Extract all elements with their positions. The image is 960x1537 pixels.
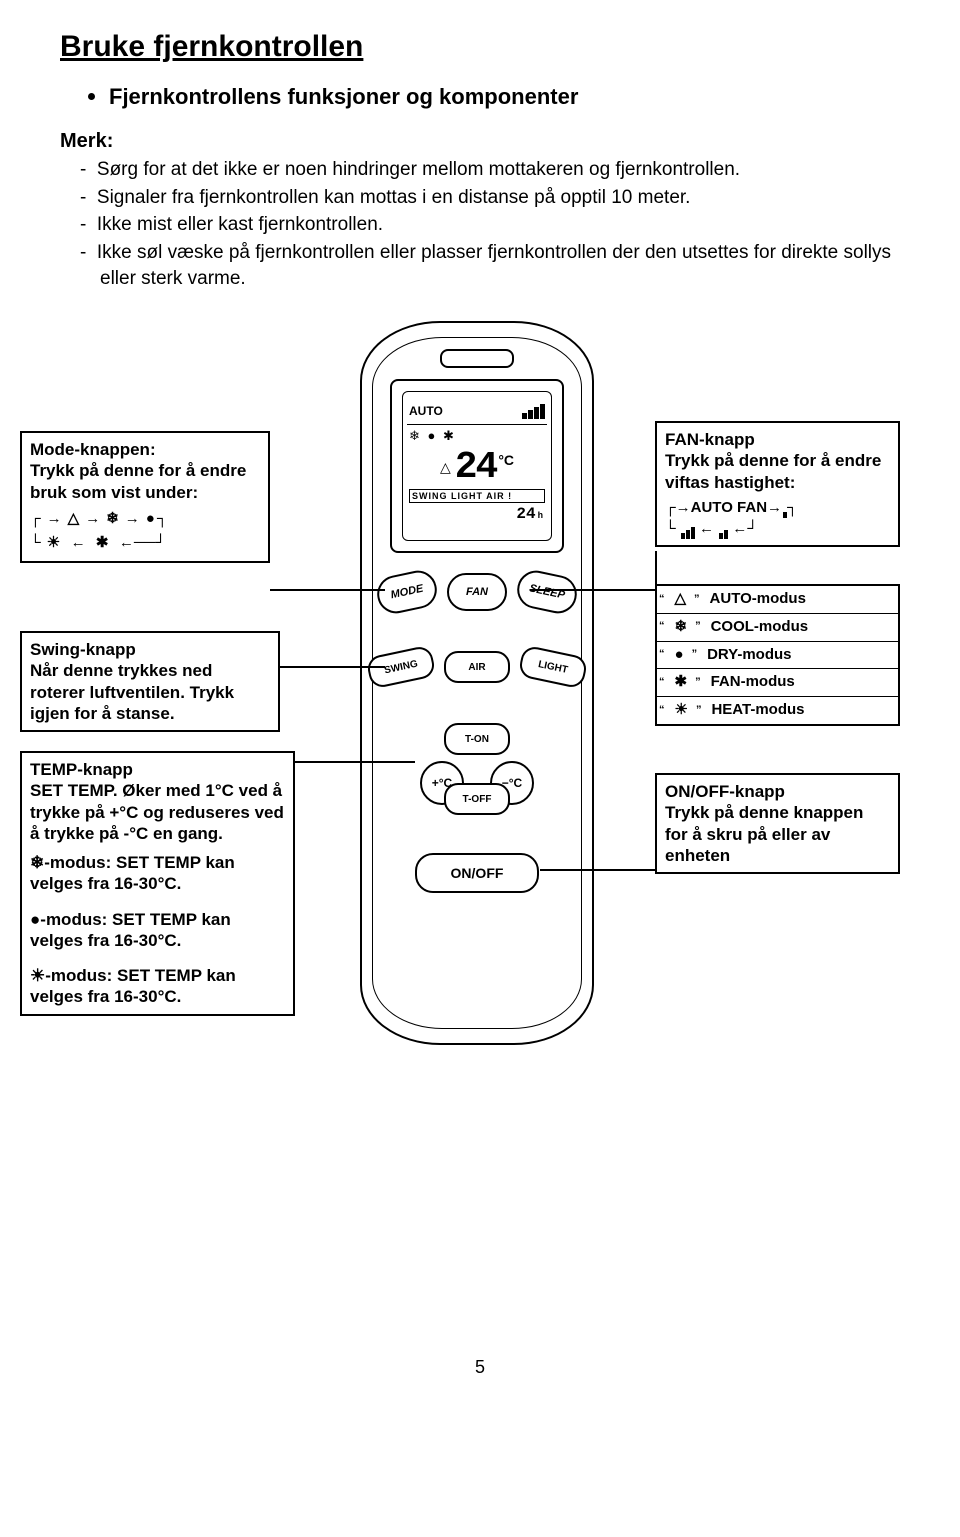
callout-fan: FAN-knapp Trykk på denne for å endre vif…	[655, 421, 900, 547]
timer-on-button[interactable]: T-ON	[444, 723, 510, 755]
callout-temp: TEMP-knapp SET TEMP. Øker med 1°C ved å …	[20, 751, 295, 1016]
page-title: Bruke fjernkontrollen	[60, 30, 900, 64]
callout-mode-text: Trykk på denne for å endre bruk som vist…	[30, 460, 260, 503]
connector-line	[270, 589, 385, 591]
light-button[interactable]: LIGHT	[517, 645, 588, 690]
connector-line	[530, 589, 655, 591]
lcd-time-value: 24	[516, 505, 535, 523]
snow-icon	[30, 853, 44, 872]
callout-fan-title: FAN-knapp	[665, 429, 890, 450]
drop-icon	[675, 646, 684, 665]
air-button[interactable]: AIR	[444, 651, 510, 683]
merk-label: Merk:	[60, 130, 900, 153]
fan-button[interactable]: FAN	[447, 573, 507, 611]
note-text: Sørg for at det ikke er noen hindringer …	[97, 159, 740, 180]
callout-mode-title: Mode-knappen:	[30, 439, 260, 460]
ir-window	[440, 349, 514, 368]
callout-temp-l4: -modus: SET TEMP kan velges fra 16-30°C.	[30, 966, 236, 1006]
note-item: - Signaler fra fjernkontrollen kan motta…	[80, 185, 900, 211]
onoff-button[interactable]: ON/OFF	[415, 853, 539, 893]
callout-onoff-text: Trykk på denne knappen for å skru på ell…	[665, 802, 890, 866]
triangle-icon	[440, 459, 451, 476]
connector-line	[655, 869, 657, 871]
button-row-5: ON/OFF	[362, 853, 592, 893]
mode-cool-label: COOL-modus	[711, 618, 809, 637]
fan-cycle-diagram: ┌→AUTO FAN→┐ └ ← ←┘	[665, 497, 890, 539]
mode-auto-label: AUTO-modus	[710, 590, 806, 609]
callout-temp-title: TEMP-knapp	[30, 759, 285, 780]
lcd-mode-icons: ❄ ● ✱	[407, 425, 547, 447]
lcd-timer: 24h	[407, 503, 547, 523]
callout-onoff-title: ON/OFF-knapp	[665, 781, 890, 802]
mode-dry-label: DRY-modus	[707, 646, 791, 665]
connector-line	[540, 869, 655, 871]
callout-temp-l1: SET TEMP. Øker med 1°C ved å trykke på +…	[30, 780, 285, 844]
note-item: - Ikke søl væske på fjernkontrollen elle…	[80, 240, 900, 291]
fan-auto-label: AUTO FAN	[691, 499, 767, 516]
drop-icon	[30, 910, 40, 929]
callout-mode-list: “”AUTO-modus “”COOL-modus “”DRY-modus “”…	[655, 584, 900, 726]
note-text: Ikke mist eller kast fjernkontrollen.	[97, 214, 383, 235]
lcd-auto-label: AUTO	[409, 404, 443, 418]
timer-off-button[interactable]: T-OFF	[444, 783, 510, 815]
mode-cycle-diagram: ┌┐ └ ← ←──┘	[30, 507, 260, 555]
mode-fan-label: FAN-modus	[711, 673, 795, 692]
callout-fan-text: Trykk på denne for å endre viftas hastig…	[665, 450, 890, 493]
callout-swing-title: Swing-knapp	[30, 639, 270, 660]
lcd-temperature: 24 °C	[407, 447, 547, 487]
signal-bars-icon	[521, 404, 545, 419]
remote-body: AUTO ❄ ● ✱ 24 °C SWING LIGHT AIR ! 24h M…	[360, 321, 594, 1045]
button-row-1: MODE FAN SLEEP	[362, 573, 592, 611]
bullet-icon	[88, 93, 95, 100]
callout-onoff: ON/OFF-knapp Trykk på denne knappen for …	[655, 773, 900, 874]
note-item: - Ikke mist eller kast fjernkontrollen.	[80, 212, 900, 238]
lcd-temp-value: 24	[455, 446, 497, 489]
callout-mode: Mode-knappen: Trykk på denne for å endre…	[20, 431, 270, 563]
button-row-4: T-OFF	[362, 783, 592, 815]
mode-heat-label: HEAT-modus	[711, 701, 804, 720]
page-number: 5	[60, 1357, 900, 1378]
lcd-status-row: SWING LIGHT AIR !	[409, 489, 545, 503]
note-text: Signaler fra fjernkontrollen kan mottas …	[97, 187, 691, 208]
lcd-time-unit: h	[538, 511, 543, 521]
callout-temp-l2: -modus: SET TEMP kan velges fra 16-30°C.	[30, 853, 235, 893]
mode-button[interactable]: MODE	[374, 567, 441, 617]
connector-line	[280, 666, 385, 668]
fan-icon	[675, 673, 688, 692]
subtitle-text: Fjernkontrollens funksjoner og komponent…	[109, 84, 578, 109]
subtitle: Fjernkontrollens funksjoner og komponent…	[88, 84, 900, 110]
notes-list: - Sørg for at det ikke er noen hindringe…	[80, 157, 900, 291]
callout-swing-text: Når denne trykkes ned roterer luftventil…	[30, 660, 270, 724]
note-text: Ikke søl væske på fjernkontrollen eller …	[97, 242, 891, 289]
lcd-temp-unit: °C	[498, 452, 514, 468]
connector-line	[295, 761, 415, 763]
note-item: - Sørg for at det ikke er noen hindringe…	[80, 157, 900, 183]
lcd-screen: AUTO ❄ ● ✱ 24 °C SWING LIGHT AIR ! 24h	[390, 379, 564, 553]
sun-icon	[30, 966, 45, 985]
snow-icon	[675, 618, 688, 637]
remote-diagram: AUTO ❄ ● ✱ 24 °C SWING LIGHT AIR ! 24h M…	[60, 321, 900, 1351]
triangle-icon	[675, 590, 687, 609]
button-row-2: SWING AIR LIGHT	[362, 651, 592, 683]
callout-temp-l3: -modus: SET TEMP kan velges fra 16-30°C.	[30, 910, 231, 950]
sleep-button[interactable]: SLEEP	[514, 567, 581, 617]
callout-swing: Swing-knapp Når denne trykkes ned rotere…	[20, 631, 280, 732]
sun-icon	[675, 701, 688, 720]
